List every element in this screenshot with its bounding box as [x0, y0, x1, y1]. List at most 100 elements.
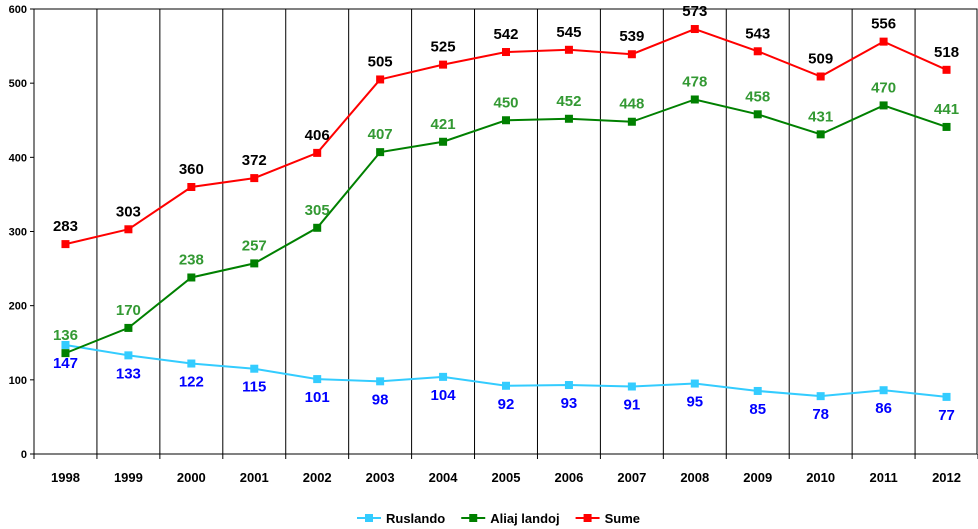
data-label: 122 [179, 374, 204, 391]
data-point [502, 116, 510, 125]
data-point [816, 72, 825, 81]
data-label: 441 [934, 101, 959, 118]
data-label: 509 [808, 50, 833, 67]
data-point [502, 381, 510, 390]
data-label: 92 [498, 396, 515, 413]
data-label: 543 [745, 25, 770, 42]
data-point [627, 382, 636, 391]
x-tick-label: 2010 [806, 470, 835, 485]
data-point [376, 148, 385, 157]
gridlines [96, 9, 916, 454]
data-point [879, 386, 888, 395]
data-point [753, 110, 762, 119]
data-label: 303 [116, 203, 141, 220]
data-point [879, 37, 888, 46]
y-axis-ticks: 0 100 200 300 400 500 600 [9, 4, 34, 461]
data-point [564, 114, 573, 123]
data-point [313, 223, 322, 232]
data-point [187, 183, 196, 191]
data-point [564, 45, 573, 54]
data-point [439, 372, 448, 381]
data-point [61, 240, 70, 249]
data-label: 518 [934, 44, 959, 61]
legend-label: Ruslando [386, 511, 445, 526]
data-point [187, 273, 196, 282]
y-tick-label: 500 [9, 78, 27, 90]
data-point [250, 174, 259, 183]
series-aliaj-landoj: 136 170 238 257 305 407 421 450 452 448 478 458 431 4… [53, 73, 959, 358]
data-point [376, 377, 385, 386]
data-point [439, 137, 448, 146]
x-tick-label: 2002 [303, 470, 332, 485]
data-label: 360 [179, 161, 204, 178]
data-point [502, 48, 510, 57]
x-axis-ticks: 1998 1999 2000 2001 2002 2003 2004 2005 2006 2007… [33, 454, 978, 485]
y-tick-label: 600 [9, 4, 27, 16]
data-label: 101 [305, 389, 330, 406]
x-tick-label: 2012 [932, 470, 961, 485]
data-point [690, 379, 699, 388]
data-point [942, 122, 951, 131]
data-label: 95 [686, 394, 703, 411]
data-point [690, 95, 699, 104]
data-point [879, 101, 888, 110]
data-point [753, 47, 762, 56]
data-point [250, 364, 259, 373]
data-label: 104 [431, 387, 457, 404]
legend-swatch-marker [583, 514, 592, 522]
data-label: 372 [242, 152, 267, 169]
data-label: 431 [808, 108, 833, 125]
data-label: 170 [116, 302, 141, 319]
data-label: 525 [431, 39, 456, 56]
data-label: 539 [619, 28, 644, 45]
data-point [627, 50, 636, 59]
data-label: 283 [53, 218, 78, 235]
x-tick-label: 2007 [617, 470, 646, 485]
x-tick-label: 2006 [554, 470, 583, 485]
data-point [564, 381, 573, 390]
y-tick-label: 200 [9, 301, 27, 313]
data-label: 478 [682, 73, 707, 90]
data-label: 98 [372, 391, 389, 408]
data-label: 133 [116, 365, 141, 382]
x-tick-label: 2000 [177, 470, 206, 485]
x-tick-label: 1998 [51, 470, 80, 485]
data-point [187, 359, 196, 368]
y-tick-label: 0 [21, 449, 27, 461]
data-point [313, 375, 322, 384]
data-label: 257 [242, 237, 267, 254]
data-label: 147 [53, 355, 78, 372]
data-label: 573 [682, 3, 707, 20]
legend-label: Sume [605, 511, 640, 526]
data-label: 406 [305, 127, 330, 144]
data-label: 407 [368, 126, 393, 143]
data-label: 93 [561, 395, 578, 412]
data-point [250, 259, 259, 268]
legend-item-sume: Sume [575, 511, 640, 526]
data-point [816, 392, 825, 401]
x-tick-label: 2008 [680, 470, 709, 485]
data-point [124, 225, 133, 234]
series-ruslando: 147 133 122 115 101 98 104 92 93 91 95 85 78 86 77 [53, 340, 955, 424]
data-point [61, 340, 70, 349]
data-label: 556 [871, 16, 896, 33]
data-label: 86 [875, 400, 892, 417]
data-label: 545 [556, 24, 581, 41]
x-tick-label: 2005 [492, 470, 521, 485]
data-label: 136 [53, 327, 78, 344]
data-label: 458 [745, 88, 770, 105]
data-point [124, 323, 133, 332]
data-label: 505 [368, 53, 393, 70]
y-tick-label: 400 [9, 152, 27, 164]
data-label: 470 [871, 79, 896, 96]
data-point [627, 117, 636, 126]
data-label: 91 [624, 397, 641, 414]
legend-item-aliaj-landoj: Aliaj landoj [461, 511, 560, 526]
data-label: 452 [556, 93, 581, 110]
data-label: 238 [179, 251, 204, 268]
data-point [124, 351, 133, 360]
x-tick-label: 2001 [240, 470, 269, 485]
legend-swatch-marker [365, 514, 373, 522]
data-label: 450 [493, 94, 518, 111]
